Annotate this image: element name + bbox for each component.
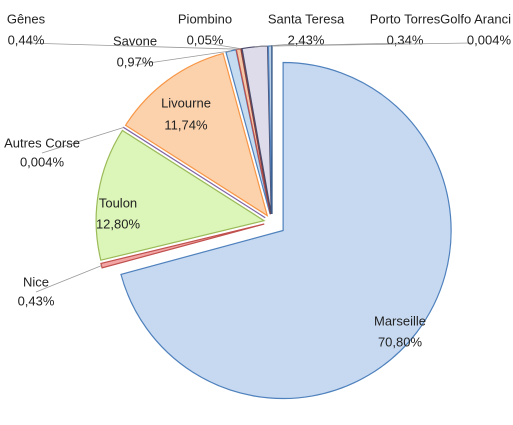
slice-label: Porto Torres: [370, 11, 441, 26]
slice-label: Autres Corse: [4, 135, 80, 150]
pie-slice: [95, 129, 266, 261]
slice-value-label: 2,43%: [288, 32, 325, 47]
slice-label: Golfo Aranci: [440, 11, 511, 26]
leader-line: [134, 50, 231, 66]
slice-label: Livourne: [161, 95, 211, 110]
slice-value-label: 0,004%: [20, 154, 65, 169]
leader-line: [271, 42, 472, 47]
leader-line: [25, 42, 239, 50]
slice-label: Nice: [23, 274, 49, 289]
leader-line: [35, 265, 102, 293]
slice-value-label: 70,80%: [378, 334, 423, 349]
slice-label: Gênes: [7, 11, 46, 26]
leader-line: [254, 42, 307, 48]
slice-value-label: 0,004%: [467, 32, 512, 47]
slice-label: Toulon: [99, 195, 137, 210]
slice-label: Santa Teresa: [268, 11, 345, 26]
slice-value-label: 0,34%: [387, 32, 424, 47]
pie-slice: [100, 223, 265, 269]
slice-value-label: 12,80%: [96, 216, 141, 231]
slice-value-label: 0,43%: [18, 293, 55, 308]
leader-line: [204, 42, 242, 50]
slice-value-label: 0,05%: [187, 32, 224, 47]
pie-slice: [120, 61, 452, 400]
slice-value-label: 0,97%: [117, 54, 154, 69]
slice-label: Marseille: [374, 313, 426, 328]
slice-label: Savone: [113, 33, 157, 48]
pie-slice: [124, 52, 269, 217]
slice-value-label: 0,44%: [8, 32, 45, 47]
leader-line: [41, 127, 124, 154]
slice-value-label: 11,74%: [164, 117, 208, 132]
slice-label: Piombino: [178, 11, 232, 26]
